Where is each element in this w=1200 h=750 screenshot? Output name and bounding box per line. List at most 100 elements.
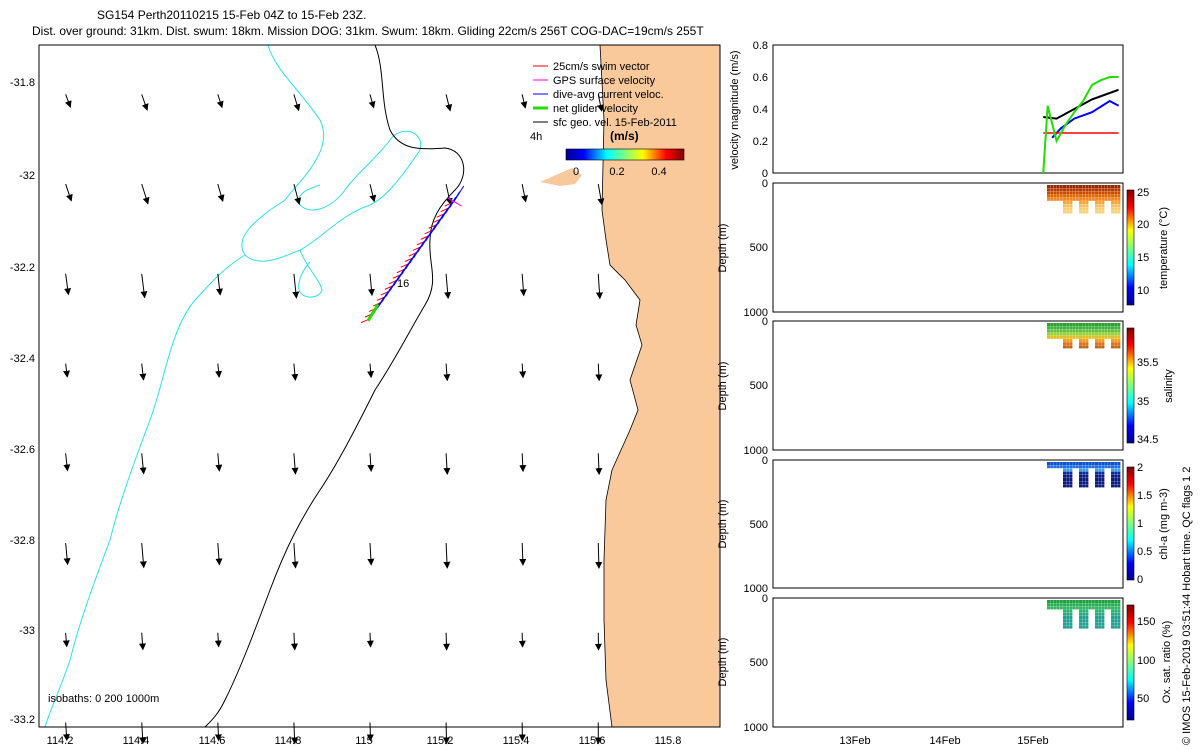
section-cell [1098,616,1102,619]
current-vector [442,632,450,651]
current-vector [214,632,222,648]
chla-colorbar [1126,466,1135,581]
section-cell [1095,471,1098,475]
section-cell [1056,600,1060,603]
section-cell [1069,462,1073,465]
section-cell [1066,471,1070,475]
section-cell [1088,191,1092,195]
section-cell [1050,465,1054,469]
section-cell [1085,332,1089,336]
section-cell [1114,471,1118,475]
section-cell [1050,603,1054,607]
current-vector [291,543,299,569]
section-cell [1063,622,1066,626]
section-cell [1101,619,1105,623]
section-cell [1069,481,1073,485]
current-vector [63,363,70,378]
section-cell [1095,197,1098,201]
section-cell [1082,619,1086,623]
section-cell [1079,616,1082,619]
section-cell [1107,600,1111,603]
section-cell [1101,603,1105,607]
map-x-tick: 114.2 [47,735,74,747]
section-cell [1069,484,1073,488]
map-legend: 25cm/s swim vector GPS surface velocity … [530,61,685,178]
section-cell [1104,323,1108,326]
section-cell [1085,462,1089,465]
section-cell [1063,323,1066,326]
land-area [600,45,720,727]
section-cell [1114,622,1118,626]
depth-ylabel: Depth (m) [717,224,729,273]
section-cell [1117,603,1121,607]
colorbar-tick: 0.4 [651,166,666,178]
section-cell [1047,326,1050,330]
section-cell [1079,603,1082,607]
section-cell [1079,609,1082,613]
section-cell [1072,197,1076,201]
section-cell [1098,603,1102,607]
section-cell [1111,342,1114,346]
section-cell [1072,194,1076,198]
section-cell [1085,612,1089,616]
section-cell [1079,462,1082,465]
section-cell [1050,335,1054,339]
section-cell [1111,465,1114,469]
section-cell [1072,600,1076,603]
section-cell [1047,606,1050,610]
section-cell [1091,191,1095,195]
section-cell [1082,484,1086,488]
section-cell [1101,201,1105,204]
section-cell [1063,329,1066,333]
section-cell [1085,339,1089,342]
section-cell [1066,210,1070,214]
map-y-tick: -32.6 [10,444,35,456]
section-cell [1107,326,1111,330]
glider-label: 16 [397,278,409,290]
section-cell [1114,339,1118,342]
section-cell [1101,465,1105,469]
section-cell [1098,600,1102,603]
section-cell [1098,326,1102,330]
section-cell [1095,606,1098,610]
section-cell [1088,188,1092,192]
section-cell [1098,188,1102,192]
section-cell [1114,616,1118,619]
section-cell [1063,342,1066,346]
section-cell [1114,625,1118,629]
temperature-panel: 0 500 1000 Depth (m) 25 20 15 10 tempera… [717,178,1170,319]
section-cell [1098,207,1102,211]
depth-tick: 0 [762,316,768,328]
chl-cbar-tick: 1.5 [1137,490,1152,502]
section-cell [1082,204,1086,208]
section-cell [1082,326,1086,330]
depth-tick: 500 [750,519,768,531]
section-cell [1063,201,1066,204]
current-vector [595,363,603,382]
section-cell [1069,335,1073,339]
section-cell [1085,204,1089,208]
section-cell [1053,188,1057,192]
section-cell [1066,478,1070,481]
section-cell [1072,332,1076,336]
section-cell [1053,185,1057,188]
section-cell [1114,207,1118,211]
section-cell [1056,335,1060,339]
section-cell [1091,600,1095,603]
section-cell [1098,323,1102,326]
section-cell [1114,326,1118,330]
section-cell [1117,332,1121,336]
section-cell [1114,332,1118,336]
section-cell [1050,191,1054,195]
section-cell [1098,345,1102,349]
temperature-colorbar [1126,189,1135,306]
land-island [540,168,582,186]
section-cell [1056,462,1060,465]
section-cell [1085,197,1089,201]
section-cell [1101,616,1105,619]
map-panel: 16 114.2 114.4 114.6 114.8 115 115.2 115… [10,44,721,747]
oxygen-panel: 0 500 1000 Depth (m) 150 100 50 Ox. sat.… [717,593,1173,734]
chart-title-line2: Dist. over ground: 31km. Dist. swum: 18k… [32,24,704,38]
temp-cbar-tick: 25 [1137,187,1149,199]
section-cell [1047,603,1050,607]
